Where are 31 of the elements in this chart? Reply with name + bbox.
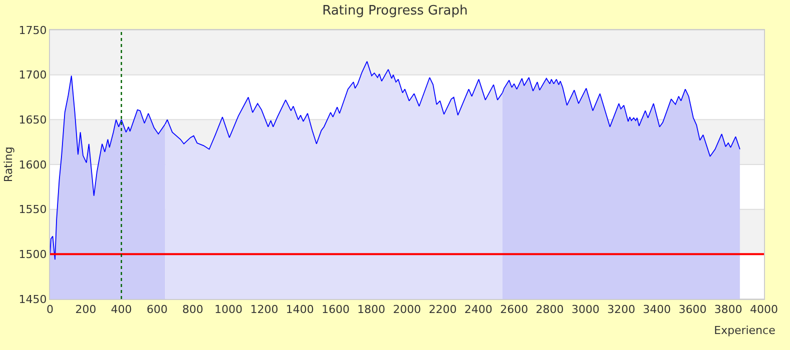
x-tick-label: 1600 xyxy=(322,303,350,316)
y-axis-title: Rating xyxy=(2,146,16,182)
x-tick-label: 3400 xyxy=(642,303,671,316)
x-tick-label: 0 xyxy=(46,303,54,316)
x-tick-label: 1800 xyxy=(357,303,386,316)
y-tick-label: 1550 xyxy=(18,203,47,216)
x-tick-label: 2400 xyxy=(464,303,492,316)
x-tick-label: 1400 xyxy=(286,303,314,316)
x-tick-label: 4000 xyxy=(750,303,778,316)
x-tick-label: 3600 xyxy=(678,303,707,316)
x-tick-label: 3200 xyxy=(607,303,636,316)
y-tick-label: 1450 xyxy=(18,292,47,306)
x-axis-title: Experience xyxy=(714,324,776,337)
x-tick-label: 3000 xyxy=(572,303,600,316)
x-tick-label: 2200 xyxy=(428,303,457,316)
x-tick-label: 2000 xyxy=(393,303,421,316)
y-tick-label: 1650 xyxy=(18,114,47,127)
y-tick-label: 1500 xyxy=(18,248,47,262)
x-tick-label: 1200 xyxy=(250,303,278,316)
x-tick-label: 3800 xyxy=(714,303,742,316)
x-tick-label: 800 xyxy=(182,303,204,316)
y-tick-label: 1750 xyxy=(18,24,47,37)
x-tick-label: 1000 xyxy=(214,303,242,316)
x-tick-label: 600 xyxy=(146,303,168,316)
y-tick-label: 1600 xyxy=(18,158,47,172)
x-tick-label: 2800 xyxy=(536,303,564,316)
y-tick-label: 1700 xyxy=(18,68,47,82)
x-tick-label: 2600 xyxy=(500,303,528,316)
x-tick-label: 200 xyxy=(75,303,96,316)
x-tick-label: 400 xyxy=(110,303,132,316)
chart-title: Rating Progress Graph xyxy=(322,3,468,18)
